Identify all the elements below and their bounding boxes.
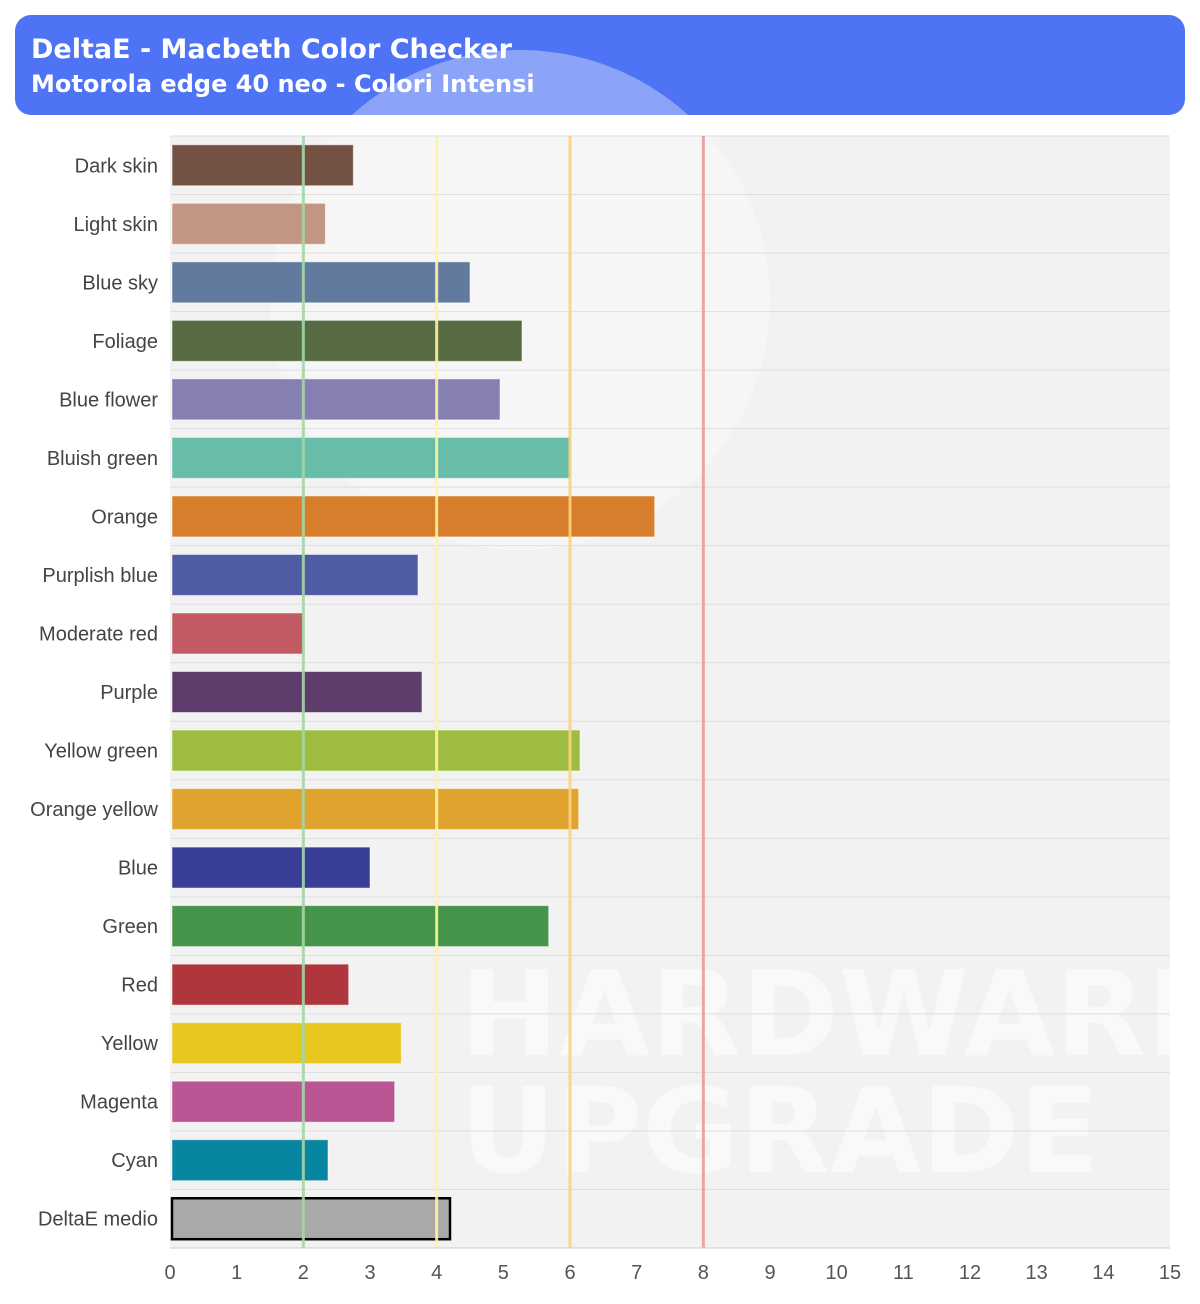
bar — [171, 495, 656, 538]
bar — [171, 261, 471, 304]
y-tick-label: DeltaE medio — [38, 1209, 158, 1231]
y-tick-label: Dark skin — [75, 155, 158, 177]
bar — [171, 378, 501, 421]
bar — [171, 436, 572, 479]
y-tick-label: Green — [102, 916, 158, 938]
x-tick-label: 10 — [826, 1262, 848, 1284]
bar — [171, 1080, 396, 1123]
bar — [171, 963, 350, 1006]
y-tick-label: Cyan — [111, 1150, 158, 1172]
x-tick-label: 0 — [164, 1262, 175, 1284]
y-tick-label: Blue sky — [82, 272, 158, 294]
y-tick-label: Light skin — [74, 214, 159, 236]
x-tick-label: 4 — [431, 1262, 442, 1284]
watermark-logo-circle — [270, 50, 770, 550]
x-tick-label: 14 — [1092, 1262, 1114, 1284]
bar — [171, 671, 423, 713]
x-tick-label: 6 — [564, 1262, 575, 1284]
x-tick-label: 9 — [764, 1262, 775, 1284]
bar — [171, 612, 304, 655]
y-tick-label: Yellow green — [44, 741, 158, 763]
x-tick-label: 8 — [698, 1262, 709, 1284]
y-tick-label: Purplish blue — [42, 565, 158, 587]
y-tick-label: Moderate red — [39, 623, 158, 645]
bar — [171, 729, 581, 772]
y-tick-label: Purple — [100, 682, 158, 704]
bar — [171, 319, 523, 362]
x-tick-label: 13 — [1026, 1262, 1048, 1284]
y-tick-label: Blue flower — [59, 389, 158, 411]
x-tick-label: 12 — [959, 1262, 981, 1284]
y-tick-label: Blue — [118, 858, 158, 880]
x-tick-label: 1 — [231, 1262, 242, 1284]
x-tick-label: 3 — [364, 1262, 375, 1284]
bar — [171, 788, 580, 831]
y-tick-label: Yellow — [101, 1033, 159, 1055]
x-tick-label: 5 — [498, 1262, 509, 1284]
bar — [171, 905, 550, 948]
bar — [170, 1197, 452, 1241]
y-tick-label: Bluish green — [47, 448, 158, 470]
bar — [171, 1022, 402, 1065]
y-tick-label: Foliage — [92, 331, 158, 353]
bar — [171, 846, 371, 889]
chart-header: DeltaE - Macbeth Color Checker Motorola … — [15, 15, 1185, 115]
x-tick-label: 15 — [1159, 1262, 1181, 1284]
y-tick-label: Orange yellow — [30, 799, 158, 821]
chart-subtitle: Motorola edge 40 neo - Colori Intensi — [31, 70, 535, 98]
x-tick-label: 7 — [631, 1262, 642, 1284]
y-tick-label: Red — [121, 975, 158, 997]
x-tick-label: 2 — [298, 1262, 309, 1284]
chart-title: DeltaE - Macbeth Color Checker — [31, 34, 512, 65]
y-tick-label: Magenta — [80, 1092, 159, 1114]
bar — [171, 202, 326, 245]
y-tick-label: Orange — [91, 506, 158, 528]
bar — [171, 553, 419, 596]
bar — [171, 144, 354, 187]
x-tick-label: 11 — [893, 1262, 914, 1284]
